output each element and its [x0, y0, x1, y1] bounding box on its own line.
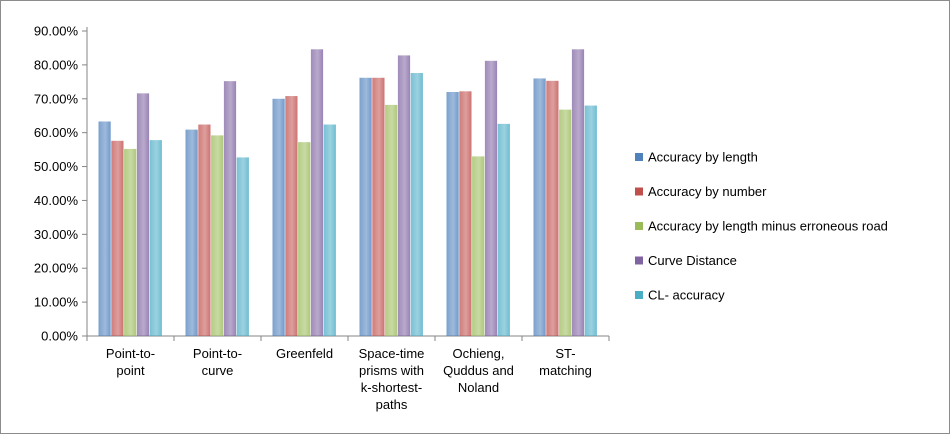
x-category-label: Point-to-point	[106, 346, 155, 378]
bar-accuracy-by-length-minus-erroneous-road-6	[559, 109, 572, 337]
bar-accuracy-by-length-minus-erroneous-road-2	[211, 135, 224, 336]
bar-curve-distance-5	[484, 60, 498, 336]
bar-accuracy-by-length-5	[446, 92, 459, 336]
legend-label: Curve Distance	[648, 253, 737, 268]
bar-accuracy-by-number-4	[372, 77, 385, 337]
legend-swatch	[635, 187, 643, 196]
x-category-label: Point-to-curve	[193, 346, 242, 378]
bar-accuracy-by-length-6	[533, 78, 546, 336]
legend-swatch	[635, 256, 643, 265]
y-tick-label: 20.00%	[34, 261, 79, 276]
y-tick-label: 0.00%	[41, 329, 78, 344]
legend-label: Accuracy by number	[648, 184, 767, 199]
bar-accuracy-by-number-2	[198, 124, 211, 336]
bar-accuracy-by-length-1	[98, 121, 111, 336]
bar-accuracy-by-number-1	[111, 140, 124, 336]
x-category-label: Ochieng, Quddus and Noland	[443, 346, 514, 395]
x-category-label: Greenfeld	[276, 346, 333, 361]
bar-curve-distance-1	[136, 93, 150, 336]
y-tick-label: 60.00%	[34, 125, 79, 140]
bar-accuracy-by-length-4	[359, 77, 372, 337]
x-axis: Point-to-point Point-to-curve Greenfeld Spa…	[86, 335, 610, 412]
y-tick-label: 30.00%	[34, 227, 79, 242]
bar-curve-distance-2	[223, 81, 237, 336]
x-category-label: Space-time prisms with k-shortest-paths	[359, 346, 425, 412]
bar-curve-distance-3	[310, 49, 324, 337]
bar-cl-accuracy-4	[410, 73, 423, 337]
bar-cl-accuracy-5	[497, 123, 510, 336]
y-tick-label: 50.00%	[34, 159, 79, 174]
bars	[98, 49, 597, 337]
bar-accuracy-by-number-5	[459, 91, 472, 336]
legend-label: CL- accuracy	[648, 288, 725, 303]
legend: Accuracy by length Accuracy by number Accu…	[635, 150, 888, 303]
y-tick-label: 40.00%	[34, 193, 79, 208]
bar-accuracy-by-length-minus-erroneous-road-4	[385, 104, 398, 336]
bar-cl-accuracy-3	[323, 124, 336, 336]
bar-accuracy-by-length-minus-erroneous-road-5	[472, 156, 485, 336]
bar-accuracy-by-length-minus-erroneous-road-3	[298, 142, 311, 336]
bar-accuracy-by-number-3	[285, 96, 298, 336]
legend-label: Accuracy by length minus erroneous road	[648, 219, 888, 234]
bar-accuracy-by-length-minus-erroneous-road-1	[124, 148, 137, 336]
bar-cl-accuracy-2	[236, 157, 249, 336]
bar-curve-distance-4	[397, 55, 411, 337]
bar-curve-distance-6	[571, 49, 585, 337]
y-tick-label: 90.00%	[34, 24, 79, 39]
bar-cl-accuracy-1	[149, 140, 162, 336]
legend-swatch	[635, 222, 643, 230]
y-tick-label: 80.00%	[34, 57, 79, 72]
bar-cl-accuracy-6	[584, 105, 597, 336]
legend-swatch	[635, 291, 643, 299]
bar-accuracy-by-number-6	[546, 80, 559, 336]
y-tick-label: 10.00%	[34, 295, 79, 310]
bar-accuracy-by-length-2	[185, 129, 198, 336]
legend-label: Accuracy by length	[648, 150, 758, 165]
x-category-label: ST-matching	[539, 346, 592, 378]
legend-swatch	[635, 153, 643, 161]
y-axis: 0.00% 10.00% 20.00% 30.00% 40.00% 50.00% 60.00…	[34, 24, 88, 344]
bar-accuracy-by-length-3	[272, 98, 285, 336]
y-tick-label: 70.00%	[34, 91, 79, 106]
